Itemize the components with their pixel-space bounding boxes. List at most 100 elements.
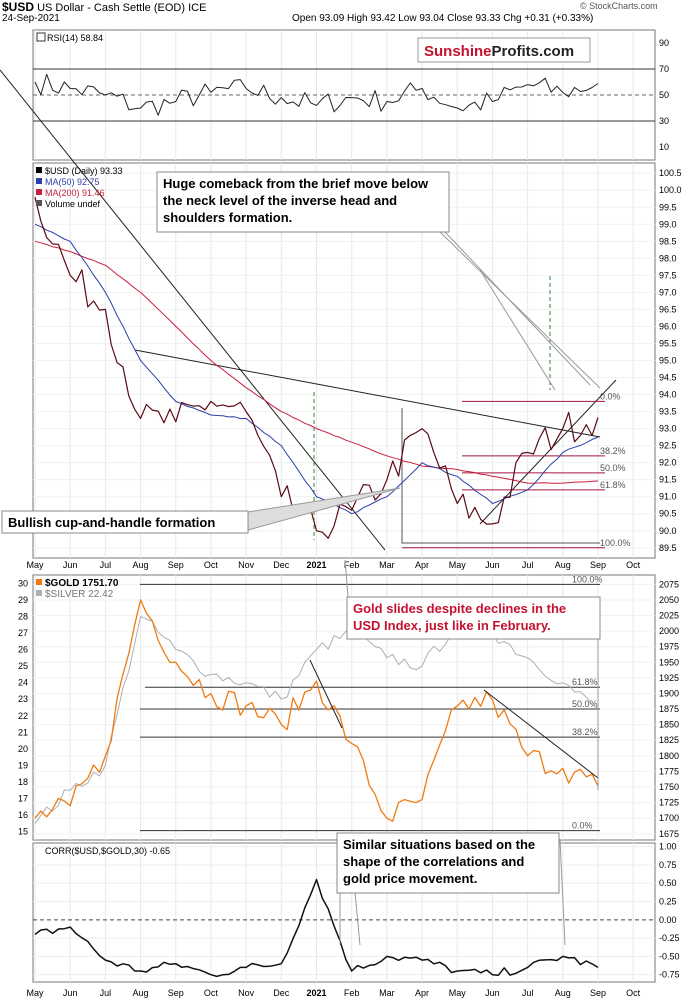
ma200-line (34, 240, 599, 484)
gold-y-tick: 1850 (659, 720, 679, 730)
x-tick-label: Jun (485, 988, 500, 998)
silver-y-tick: 16 (18, 810, 28, 820)
brand-box (417, 37, 591, 63)
fib-label: 50.0% (600, 463, 626, 473)
cup-handle-annotation-box (1, 510, 249, 534)
x-tick-label: Apr (415, 988, 429, 998)
x-tick-label: Sep (168, 560, 184, 570)
silver-y-tick: 18 (18, 777, 28, 787)
annotation-connector (439, 231, 601, 389)
silver-y-tick: 26 (18, 645, 28, 655)
rsi-y-tick: 90 (659, 38, 669, 48)
comeback-annotation-line: Huge comeback from the brief move below (163, 176, 429, 191)
gold-y-tick: 2000 (659, 626, 679, 636)
gold-fib-label: 61.8% (572, 677, 598, 687)
x-tick-label: Mar (379, 988, 395, 998)
x-tick-label: Sep (590, 988, 606, 998)
silver-y-tick: 19 (18, 760, 28, 770)
silver-y-tick: 22 (18, 711, 28, 721)
x-tick-label: Jul (100, 560, 112, 570)
usd-y-tick: 90.5 (659, 509, 677, 519)
x-tick-label: Jun (485, 560, 500, 570)
comeback-annotation-line: the neck level of the inverse head and (163, 193, 397, 208)
cup-handle-annotation: Bullish cup-and-handle formation (8, 515, 215, 530)
chart-header-title: $USD US Dollar - Cash Settle (EOD) ICE (2, 0, 206, 14)
rsi-legend: RSI(14) 58.84 (47, 33, 103, 43)
gold-slides-annotation-line: Gold slides despite declines in the (353, 601, 566, 616)
usd-y-tick: 99.5 (659, 202, 677, 212)
gold-y-tick: 1825 (659, 735, 679, 745)
usd-y-tick: 92.0 (659, 458, 677, 468)
silver-y-tick: 30 (18, 578, 28, 588)
x-tick-label: Oct (626, 988, 641, 998)
gold-fib-label: 50.0% (572, 699, 598, 709)
silver-y-tick: 29 (18, 595, 28, 605)
usd-y-tick: 93.0 (659, 424, 677, 434)
silver-y-tick: 20 (18, 744, 28, 754)
gold-legend-swatch (36, 590, 42, 596)
gold-fib-label: 0.0% (572, 821, 593, 831)
gold-y-tick: 2075 (659, 579, 679, 589)
usd-y-tick: 92.5 (659, 441, 677, 451)
gold-slides-annotation: Gold slides despite declines in the USD I… (353, 601, 566, 633)
chart-date: 24-Sep-2021 (2, 13, 60, 24)
corr-line (34, 878, 599, 978)
similar-situations-annotation-line: shape of the correlations and (343, 854, 524, 869)
comeback-annotation: Huge comeback from the brief move below t… (163, 176, 429, 225)
silver-y-tick: 23 (18, 694, 28, 704)
usd-legend-item: MA(50) 92.75 (45, 177, 100, 187)
gold-legend-swatch (36, 579, 42, 585)
silver-y-tick: 25 (18, 661, 28, 671)
similar-situations-annotation: Similar situations based on the shape of … (343, 837, 535, 886)
gold-y-tick: 1800 (659, 751, 679, 761)
x-tick-label: Jul (522, 560, 534, 570)
usd-price-line (34, 196, 599, 539)
silver-y-tick: 27 (18, 628, 28, 638)
usd-legend-swatch (36, 167, 42, 173)
usd-y-tick: 96.0 (659, 321, 677, 331)
usd-y-tick: 98.5 (659, 236, 677, 246)
usd-y-tick: 95.0 (659, 356, 677, 366)
gold-trendline (309, 659, 343, 729)
rsi-y-tick: 50 (659, 90, 669, 100)
x-tick-label: Nov (238, 560, 255, 570)
x-tick-label: Oct (204, 988, 219, 998)
copyright: © StockCharts.com (580, 1, 658, 11)
usd-y-tick: 94.5 (659, 373, 677, 383)
silver-y-tick: 15 (18, 827, 28, 837)
comeback-annotation-box (156, 171, 450, 233)
usd-y-tick: 89.5 (659, 543, 677, 553)
x-tick-label: Oct (204, 560, 219, 570)
symbol: $USD (2, 0, 35, 14)
silver-y-tick: 21 (18, 727, 28, 737)
corr-y-tick: 0.75 (659, 860, 677, 870)
usd-legend-swatch (36, 200, 42, 206)
x-tick-label: Feb (344, 560, 360, 570)
corr-y-tick: -0.75 (659, 970, 680, 980)
x-tick-label: Dec (273, 988, 290, 998)
fib-label: 100.0% (600, 538, 631, 548)
corr-y-tick: 0.00 (659, 915, 677, 925)
annotation-connector (479, 269, 556, 391)
usd-y-tick: 96.5 (659, 304, 677, 314)
x-tick-label: Aug (133, 560, 149, 570)
usd-y-tick: 90.0 (659, 526, 677, 536)
x-tick-label: May (26, 560, 44, 570)
x-tick-label: Jul (100, 988, 112, 998)
brand-part2: Profits.com (492, 43, 575, 60)
x-tick-label: Jul (522, 988, 534, 998)
annotation-connector (444, 231, 591, 386)
gold-line (34, 599, 599, 822)
x-tick-label: Oct (626, 560, 641, 570)
ohlc-values: Open 93.09 High 93.42 Low 93.04 Close 93… (292, 13, 594, 24)
gold-trendline (483, 689, 599, 779)
similar-situations-annotation-line: gold price movement. (343, 871, 477, 886)
annotation-connector (559, 839, 566, 946)
usd-legend-item: Volume undef (45, 199, 101, 209)
x-tick-label: May (26, 988, 44, 998)
rsi-y-tick: 10 (659, 142, 669, 152)
silver-y-tick: 24 (18, 678, 28, 688)
x-tick-label: May (449, 560, 467, 570)
fib-label: 61.8% (600, 480, 626, 490)
